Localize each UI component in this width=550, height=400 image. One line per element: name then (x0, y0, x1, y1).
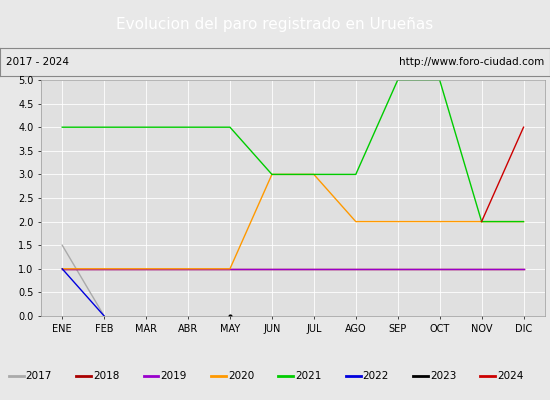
Text: http://www.foro-ciudad.com: http://www.foro-ciudad.com (399, 57, 544, 67)
Text: 2018: 2018 (93, 371, 119, 381)
Text: Evolucion del paro registrado en Urueñas: Evolucion del paro registrado en Urueñas (117, 16, 433, 32)
Text: 2022: 2022 (362, 371, 389, 381)
Text: 2020: 2020 (228, 371, 254, 381)
Text: 2021: 2021 (295, 371, 322, 381)
Text: 2017: 2017 (26, 371, 52, 381)
Text: 2024: 2024 (497, 371, 524, 381)
Text: 2017 - 2024: 2017 - 2024 (6, 57, 69, 67)
Text: 2019: 2019 (161, 371, 187, 381)
Text: 2023: 2023 (430, 371, 456, 381)
